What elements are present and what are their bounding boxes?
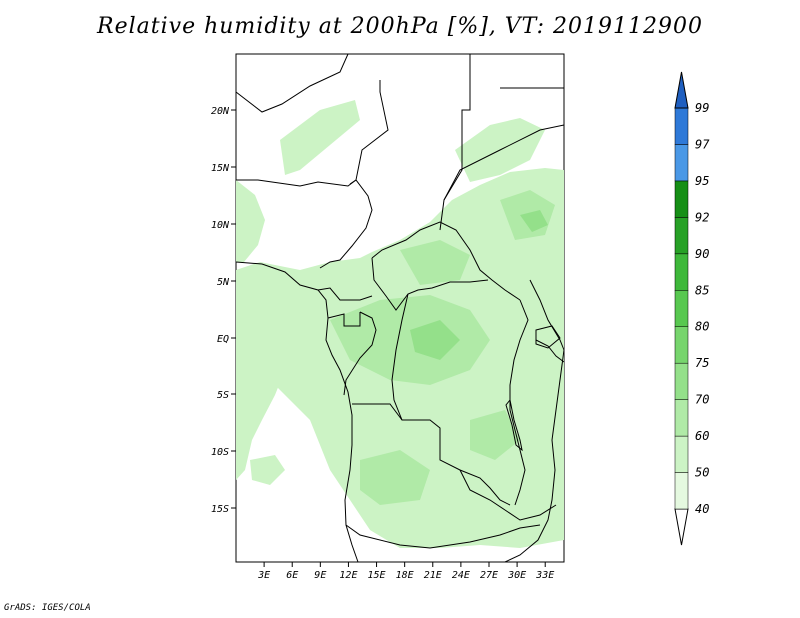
country-borders <box>235 53 565 563</box>
colorbar-label: 97 <box>695 137 710 151</box>
lake-tanganyika <box>505 398 523 452</box>
colorbar-label: 75 <box>695 356 709 370</box>
lon-tick-label: 24E <box>452 570 470 581</box>
rh-region-northwest <box>236 180 265 262</box>
border-nigeria <box>236 179 373 269</box>
colorbar-label: 40 <box>695 502 709 516</box>
colorbar-segment <box>674 362 689 400</box>
lon-tick-label: 6E <box>286 570 298 581</box>
border-congo-2 <box>343 311 377 396</box>
border-drc-west <box>391 293 511 506</box>
lat-tick-label: 15S <box>211 504 229 515</box>
lon-tick-label: 9E <box>314 570 326 581</box>
colorbar-segment <box>674 180 689 218</box>
lat-tick-label: 10S <box>211 447 229 458</box>
lon-tick-label: 27E <box>480 570 498 581</box>
border-car <box>371 221 521 301</box>
credit-text: GrADS: IGES/COLA <box>4 603 91 613</box>
lat-tick-label: EQ <box>217 334 229 345</box>
colorbar-segment <box>674 399 689 437</box>
colorbar-label: 50 <box>695 466 709 480</box>
lat-tick-label: 5N <box>217 277 230 288</box>
colorbar-segment <box>674 253 689 291</box>
rh-region-north <box>280 100 360 175</box>
rh-patch-7 <box>520 210 548 232</box>
border-zambia <box>459 469 557 521</box>
rh-patch-5 <box>470 410 520 460</box>
colorbar-segment <box>674 217 689 255</box>
border-sudan <box>443 124 565 201</box>
border-gabon <box>327 312 361 327</box>
lat-tick-label: 20N <box>211 106 230 117</box>
colorbar-segment <box>674 107 689 145</box>
border-congo-1 <box>371 257 489 311</box>
colorbar: 40 50 60 70 75 80 85 90 92 95 97 99 <box>674 71 710 546</box>
colorbar-label: 99 <box>695 101 709 115</box>
lon-tick-label: 30E <box>507 570 526 581</box>
border-south <box>345 524 541 549</box>
lon-tick-label: 3E <box>257 570 270 581</box>
colorbar-low-arrow <box>674 508 689 546</box>
coastline-west <box>235 261 359 563</box>
chart-title: Relative humidity at 200hPa [%], VT: 201… <box>97 14 703 39</box>
colorbar-label: 95 <box>695 174 709 188</box>
lon-tick-label: 21E <box>424 570 442 581</box>
colorbar-segment <box>674 326 689 364</box>
lon-tick-label: 15E <box>368 570 386 581</box>
border-east-2 <box>529 279 565 351</box>
colorbar-label: 70 <box>695 393 709 407</box>
humidity-shading <box>236 100 564 548</box>
colorbar-segment <box>674 290 689 327</box>
border-cameroon <box>317 287 373 301</box>
coastline-east <box>504 349 565 563</box>
border-east-3 <box>535 339 565 363</box>
colorbar-high-arrow <box>674 71 689 109</box>
colorbar-label: 80 <box>695 320 709 334</box>
lat-tick-label: 15N <box>211 163 230 174</box>
colorbar-label: 90 <box>695 247 709 261</box>
rh-patch-3 <box>360 450 430 505</box>
map-axes: 20N 15N 10N 5N EQ 5S 10S 15S 3E 6E 9E 12E 15E 18E 21E 2… <box>211 106 554 581</box>
colorbar-segment <box>674 144 689 182</box>
lon-tick-label: 12E <box>339 570 357 581</box>
colorbar-label: 85 <box>695 283 709 297</box>
rh-region-west <box>236 280 300 480</box>
border-drc-east <box>509 299 529 506</box>
rh-patch-2 <box>400 240 470 285</box>
border-angola <box>352 403 403 421</box>
colorbar-label: 60 <box>695 429 709 443</box>
lon-tick-label: 18E <box>396 570 414 581</box>
rh-patch-6 <box>410 320 460 360</box>
border-sahara <box>235 53 349 113</box>
colorbar-label: 92 <box>695 210 709 224</box>
lon-tick-label: 33E <box>535 570 554 581</box>
colorbar-segment <box>674 435 689 473</box>
lat-tick-label: 5S <box>217 390 229 401</box>
rh-region-sw <box>250 455 285 485</box>
lake-victoria <box>535 325 561 349</box>
lat-tick-label: 10N <box>211 220 230 231</box>
colorbar-segment <box>674 472 689 510</box>
